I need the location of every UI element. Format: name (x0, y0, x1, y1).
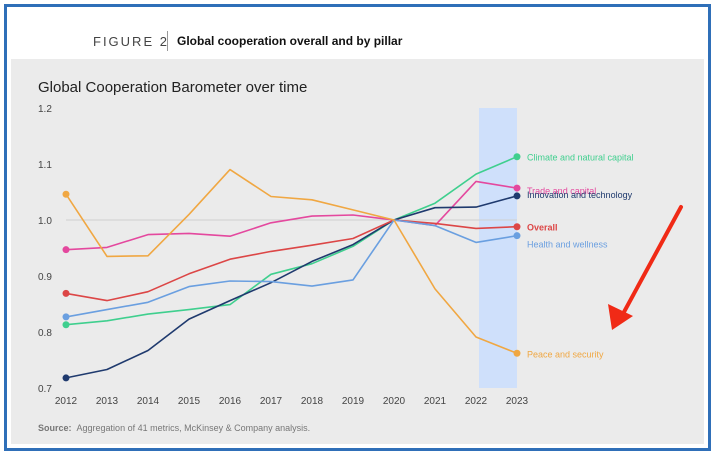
end-point-trade-and-capital (513, 184, 521, 192)
x-tick-label: 2016 (219, 396, 242, 407)
series-line-innovation-and-technology (65, 195, 518, 379)
start-point-innovation-and-technology (62, 374, 70, 382)
x-tick-label: 2017 (260, 396, 283, 407)
series-label-overall: Overall (527, 223, 558, 233)
end-point-overall (513, 223, 521, 231)
y-tick-label: 0.7 (38, 384, 52, 395)
source-label: Source: (38, 423, 72, 433)
series-line-trade-and-capital (65, 180, 518, 251)
start-point-peace-and-security (62, 190, 70, 198)
y-tick-label: 1.2 (38, 104, 52, 115)
x-tick-label: 2020 (383, 396, 406, 407)
y-tick-label: 0.8 (38, 328, 52, 339)
x-tick-label: 2013 (96, 396, 119, 407)
series-end-points (62, 153, 521, 382)
start-point-climate-and-natural-capital (62, 321, 70, 329)
start-point-health-and-wellness (62, 313, 70, 321)
y-tick-label: 1.0 (38, 216, 52, 227)
arrow-shaft (622, 205, 683, 314)
y-tick-label: 1.1 (38, 160, 52, 171)
x-tick-label: 2021 (424, 396, 447, 407)
x-tick-label: 2023 (506, 396, 529, 407)
axis-ticks: 0.7 0.8 0.9 1.0 1.1 1.2 2012 2013 2014 2015 2016 20… (38, 104, 529, 407)
end-point-peace-and-security (513, 349, 521, 357)
y-tick-label: 0.9 (38, 272, 52, 283)
end-point-innovation-and-technology (513, 192, 521, 200)
x-tick-label: 2019 (342, 396, 365, 407)
x-tick-label: 2022 (465, 396, 488, 407)
series-label-innovation-and-technology: Innovation and technology (527, 190, 633, 200)
arrow-head (608, 304, 633, 330)
figure-frame: FIGURE 2 Global cooperation overall and … (4, 4, 711, 451)
series-label-trade-and-capital: Trade and capital (527, 186, 596, 196)
figure-title: Global cooperation overall and by pillar (177, 34, 403, 48)
chart-title: Global Cooperation Barometer over time (38, 79, 307, 96)
x-tick-label: 2015 (178, 396, 201, 407)
x-tick-label: 2012 (55, 396, 78, 407)
figure-separator (167, 31, 168, 51)
end-point-climate-and-natural-capital (513, 153, 521, 161)
series-label-climate-and-natural-capital: Climate and natural capital (527, 153, 634, 163)
series-line-health-and-wellness (65, 219, 518, 318)
x-tick-label: 2014 (137, 396, 160, 407)
figure-number: FIGURE 2 (93, 34, 169, 49)
source-text: Aggregation of 41 metrics, McKinsey & Co… (77, 423, 311, 433)
source-note: Source: Aggregation of 41 metrics, McKin… (38, 423, 310, 433)
start-point-trade-and-capital (62, 246, 70, 254)
chart-panel (11, 59, 704, 444)
series-lines (65, 155, 518, 379)
x-tick-label: 2018 (301, 396, 324, 407)
series-labels: Climate and natural capital Trade and cap… (527, 153, 634, 360)
svg-text:Source: Aggregation of 4: Source: Aggregation of 41 metrics, McKin… (38, 423, 310, 433)
end-point-health-and-wellness (513, 232, 521, 240)
series-line-climate-and-natural-capital (65, 155, 518, 326)
start-point-overall (62, 289, 70, 297)
red-arrow-annotation (608, 205, 683, 330)
series-line-overall (65, 219, 518, 302)
series-label-peace-and-security: Peace and security (527, 349, 604, 359)
series-label-health-and-wellness: Health and wellness (527, 240, 608, 250)
series-line-peace-and-security (65, 168, 518, 355)
